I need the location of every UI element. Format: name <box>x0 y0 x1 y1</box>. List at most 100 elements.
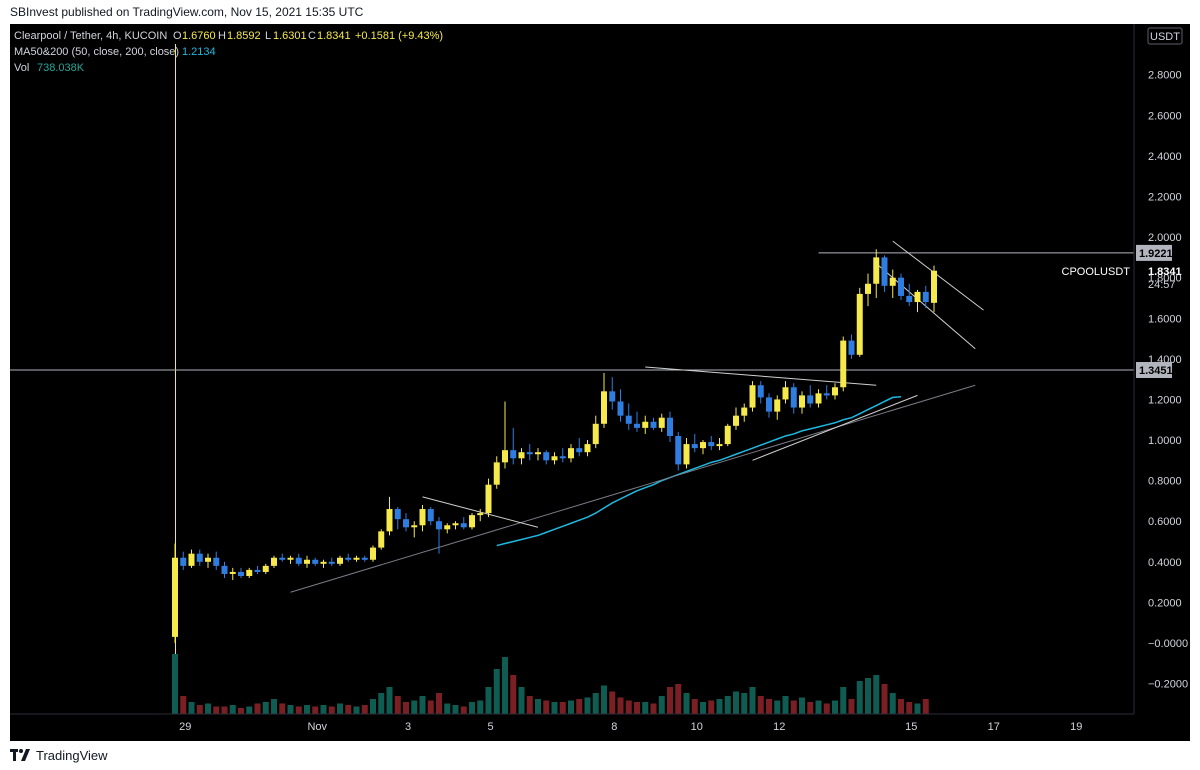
publisher-header: SBInvest published on TradingView.com, N… <box>0 0 1200 24</box>
volume-bar <box>914 703 921 714</box>
price-tick-label: 2.8000 <box>1148 70 1182 82</box>
legend-change: +0.1581 (+9.43%) <box>355 30 443 42</box>
candle-body <box>881 257 888 286</box>
candle-body <box>386 509 393 532</box>
rising-support-trendline <box>290 384 976 593</box>
candle-body <box>229 571 236 574</box>
drawing-layer[interactable] <box>10 240 1134 593</box>
support-price-label: 1.3451 <box>1139 365 1173 377</box>
volume-bar <box>691 699 698 714</box>
time-tick-label: 3 <box>405 721 411 733</box>
volume-bar <box>799 697 805 714</box>
time-tick-label: 8 <box>611 721 617 733</box>
candle-body <box>254 569 261 572</box>
volume-bar <box>188 702 195 714</box>
price-tick-label: −0.0000 <box>1148 638 1188 650</box>
price-tick-label: 2.2000 <box>1148 192 1182 204</box>
time-axis[interactable]: 29 Nov 3 5 8 10 12 15 17 19 <box>179 721 1082 733</box>
candle-body <box>304 559 310 564</box>
volume-bar <box>411 700 418 714</box>
candle-body <box>559 456 566 459</box>
time-tick-label: 19 <box>1070 721 1082 733</box>
time-tick-label: 5 <box>487 721 493 733</box>
footer-brand[interactable]: TradingView <box>10 744 108 766</box>
candle-body <box>799 395 805 408</box>
price-chart[interactable]: Clearpool / Tether, 4h, KUCOIN O 1.6760 … <box>10 24 1190 741</box>
candle-body <box>774 399 781 412</box>
candle-body <box>502 450 508 463</box>
candle-body <box>493 462 500 485</box>
volume-bar <box>667 687 673 714</box>
volume-bar <box>766 699 772 714</box>
volume-bar <box>378 693 385 714</box>
candle-body <box>271 557 277 566</box>
candle-body <box>411 525 418 528</box>
volume-bar <box>279 703 286 714</box>
legend-low: 1.6301 <box>273 30 307 42</box>
volume-bar <box>683 693 690 714</box>
candle-body <box>518 452 525 459</box>
candle-body <box>287 557 294 560</box>
support-price-label-bg <box>1136 361 1172 378</box>
candle-body <box>370 547 376 560</box>
candle-body <box>823 393 830 396</box>
volume-bar <box>337 703 343 714</box>
chart-area[interactable]: Clearpool / Tether, 4h, KUCOIN O 1.6760 … <box>10 24 1190 741</box>
candle-body <box>584 444 591 453</box>
legend-h-label: H <box>218 30 226 42</box>
legend-vol-value: 738.038K <box>37 62 85 74</box>
candle-body <box>312 559 319 564</box>
candle-body <box>353 557 360 560</box>
volume-bar <box>873 675 880 714</box>
candle-body <box>576 448 583 453</box>
time-tick-label: Nov <box>307 721 327 733</box>
volume-bar <box>304 705 310 714</box>
volume-bar <box>889 693 896 714</box>
volume-bar <box>856 681 863 714</box>
volume-bar <box>865 678 871 714</box>
candle-body <box>543 452 550 461</box>
candle-body <box>617 401 624 416</box>
candle-body <box>749 385 756 408</box>
volume-bar <box>180 696 187 714</box>
candle-body <box>716 444 723 447</box>
candle-body <box>196 553 203 562</box>
volume-bar <box>832 700 838 714</box>
legend-ma-label: MA50&200 (50, close, 200, close) <box>14 46 179 58</box>
candle-body <box>898 277 904 296</box>
candle-body <box>378 531 385 548</box>
volume-bar <box>551 702 558 714</box>
candle-body <box>675 435 682 465</box>
footer-brand-text: TradingView <box>36 747 108 763</box>
price-tick-label: 1.0000 <box>1148 435 1182 447</box>
candle-body <box>403 519 409 528</box>
legend-symbol: Clearpool / Tether, 4h, KUCOIN <box>14 30 167 42</box>
price-axis[interactable]: 2.8000 2.6000 2.4000 2.2000 2.0000 1.8000 1.60… <box>1148 70 1188 691</box>
price-tick-label: 0.8000 <box>1148 476 1182 488</box>
legend-c-label: C <box>308 30 316 42</box>
time-tick-label: 29 <box>179 721 191 733</box>
candle-body <box>650 421 657 428</box>
candle-body <box>757 385 764 398</box>
currency-badge[interactable]: USDT <box>1147 27 1183 45</box>
time-tick-label: 15 <box>905 721 917 733</box>
candle-body <box>526 452 533 455</box>
candle-body <box>444 525 451 530</box>
volume-bar <box>592 693 599 714</box>
price-tick-label: 0.2000 <box>1148 597 1182 609</box>
triangle-top-trendline-2 <box>645 366 877 386</box>
volume-bar <box>271 699 277 714</box>
volume-bar <box>601 685 607 714</box>
candle-body <box>568 448 574 459</box>
candle-body <box>535 452 541 455</box>
volume-bar <box>295 706 302 714</box>
volume-bar <box>790 700 797 714</box>
legend-high: 1.8592 <box>227 30 261 42</box>
candle-body <box>172 557 178 637</box>
resistance-price-label: 1.9221 <box>1139 248 1173 260</box>
volume-bar <box>436 693 442 714</box>
volume-bar <box>675 684 682 714</box>
candle-body <box>262 565 269 572</box>
candle-layer <box>172 249 937 643</box>
